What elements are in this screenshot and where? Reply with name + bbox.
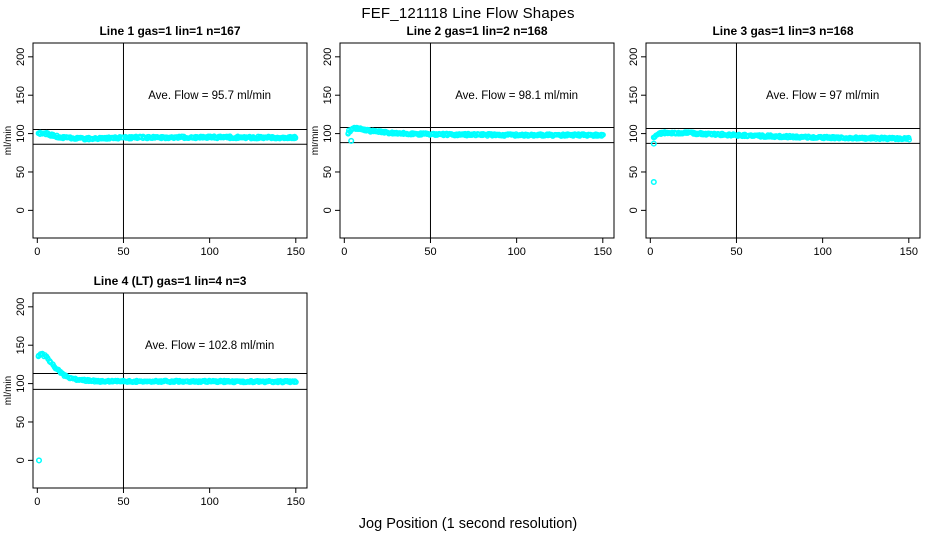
shared-x-axis-label: Jog Position (1 second resolution) — [358, 516, 578, 532]
svg-text:50: 50 — [15, 416, 27, 428]
svg-text:150: 150 — [15, 336, 27, 354]
svg-text:100: 100 — [813, 246, 831, 258]
svg-text:200: 200 — [628, 48, 640, 66]
axis-ticks — [28, 306, 297, 493]
panel-title: Line 2 gas=1 lin=2 n=168 — [406, 24, 547, 38]
axis-tick-labels: 0 50 100 150 0 50 100 150 200 — [15, 48, 305, 258]
plot-box — [339, 42, 615, 239]
svg-text:50: 50 — [117, 246, 129, 258]
svg-text:150: 150 — [287, 246, 305, 258]
data-points — [650, 129, 913, 186]
reference-lines — [33, 43, 307, 238]
y-axis-label: ml/min — [3, 126, 14, 155]
ave-flow-annotation: Ave. Flow = 98.1 ml/min — [455, 90, 578, 102]
data-points — [345, 124, 606, 144]
svg-text:200: 200 — [15, 48, 27, 66]
svg-text:150: 150 — [15, 86, 27, 104]
subplot-line-2: Line 2 gas=1 lin=2 n=168 0 50 100 150 0 50 100 1… — [312, 24, 615, 258]
svg-text:100: 100 — [200, 246, 218, 258]
svg-text:150: 150 — [628, 86, 640, 104]
svg-text:150: 150 — [900, 246, 918, 258]
svg-text:0: 0 — [322, 207, 334, 213]
y-axis-label: ml/min — [624, 126, 627, 155]
reference-lines — [646, 43, 920, 238]
svg-text:0: 0 — [15, 207, 27, 213]
y-axis-label: ml/min — [312, 126, 321, 155]
svg-text:150: 150 — [594, 246, 612, 258]
subplot-line-1: Line 1 gas=1 lin=1 n=167 0 50 100 150 0 50 100 1… — [3, 24, 308, 258]
plot-box — [32, 292, 308, 489]
svg-text:0: 0 — [15, 457, 27, 463]
svg-text:0: 0 — [341, 246, 347, 258]
axis-tick-labels: 0 50 100 150 0 50 100 150 200 — [15, 298, 305, 508]
plot-box — [645, 42, 921, 239]
svg-text:100: 100 — [507, 246, 525, 258]
subplot-line-4: Line 4 (LT) gas=1 lin=4 n=3 0 50 100 150 0 50 1… — [3, 274, 308, 508]
axis-ticks — [335, 56, 604, 243]
plot-box — [32, 42, 308, 239]
axis-tick-labels: 0 50 100 150 0 50 100 150 200 — [628, 48, 918, 258]
svg-text:100: 100 — [322, 124, 334, 142]
svg-text:100: 100 — [628, 124, 640, 142]
svg-text:50: 50 — [730, 246, 742, 258]
svg-text:50: 50 — [322, 166, 334, 178]
ave-flow-annotation: Ave. Flow = 97 ml/min — [766, 90, 879, 102]
subplot-line-3: Line 3 gas=1 lin=3 n=168 0 50 100 150 0 50 100 1… — [624, 24, 921, 258]
y-axis-label: ml/min — [3, 376, 14, 405]
data-points — [35, 350, 299, 464]
axis-tick-labels: 0 50 100 150 0 50 100 150 200 — [322, 48, 612, 258]
svg-text:0: 0 — [34, 496, 40, 508]
svg-text:50: 50 — [628, 166, 640, 178]
svg-text:50: 50 — [15, 166, 27, 178]
svg-text:200: 200 — [15, 298, 27, 316]
svg-text:0: 0 — [628, 207, 640, 213]
svg-text:150: 150 — [322, 86, 334, 104]
svg-text:0: 0 — [647, 246, 653, 258]
panel-title: Line 4 (LT) gas=1 lin=4 n=3 — [94, 274, 247, 288]
reference-lines — [33, 293, 307, 488]
svg-text:100: 100 — [15, 124, 27, 142]
figure-title: FEF_121118 Line Flow Shapes — [361, 5, 575, 22]
ave-flow-annotation: Ave. Flow = 102.8 ml/min — [145, 340, 274, 352]
svg-text:50: 50 — [424, 246, 436, 258]
data-points — [35, 129, 299, 143]
svg-text:0: 0 — [34, 246, 40, 258]
svg-text:150: 150 — [287, 496, 305, 508]
axis-ticks — [641, 56, 910, 243]
svg-text:50: 50 — [117, 496, 129, 508]
axis-ticks — [28, 56, 297, 243]
panel-title: Line 3 gas=1 lin=3 n=168 — [712, 24, 853, 38]
svg-text:100: 100 — [15, 374, 27, 392]
panel-title: Line 1 gas=1 lin=1 n=167 — [99, 24, 240, 38]
svg-text:100: 100 — [200, 496, 218, 508]
ave-flow-annotation: Ave. Flow = 95.7 ml/min — [148, 90, 271, 102]
svg-text:200: 200 — [322, 48, 334, 66]
reference-lines — [340, 43, 614, 238]
